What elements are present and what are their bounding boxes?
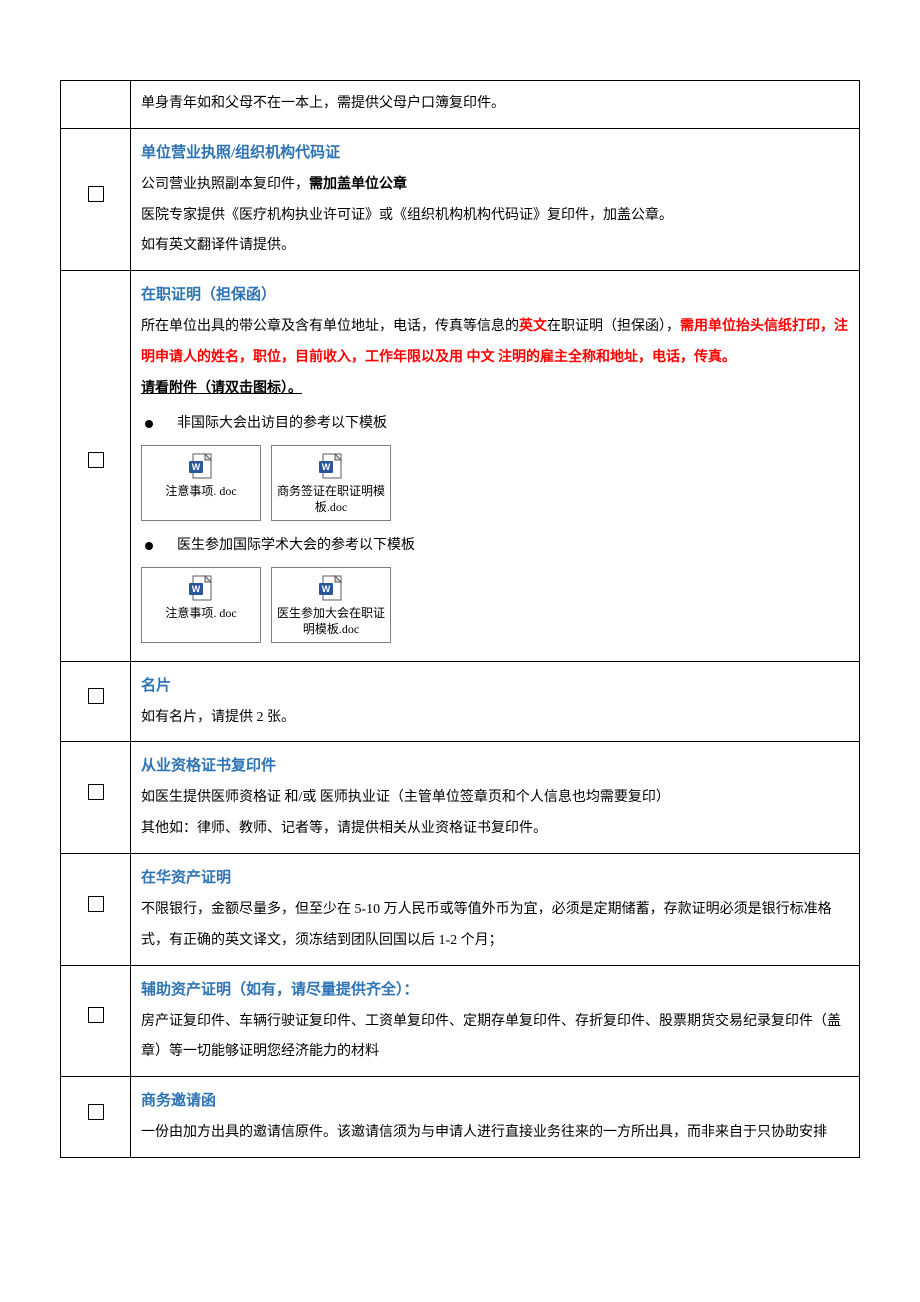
r3-heading: 名片 (141, 670, 849, 703)
svg-text:W: W (192, 462, 201, 472)
content-cell-r7: 商务邀请函 一份由加方出具的邀请信原件。该邀请信须为与申请人进行直接业务往来的一… (131, 1077, 860, 1158)
doc-label: 医生参加大会在职证明模板.doc (276, 606, 386, 637)
bullet-icon (145, 420, 153, 428)
word-doc-icon: W (317, 574, 345, 602)
content-cell-r1: 单位营业执照/组织机构代码证 公司营业执照副本复印件，需加盖单位公章 医院专家提… (131, 128, 860, 270)
doc-attachment[interactable]: W 医生参加大会在职证明模板.doc (271, 567, 391, 642)
r7-line1: 一份由加方出具的邀请信原件。该邀请信须为与申请人进行直接业务往来的一方所出具，而… (141, 1118, 849, 1149)
checkbox-icon[interactable] (88, 186, 104, 202)
r1-line1-prefix: 公司营业执照副本复印件， (141, 177, 309, 192)
r1-line2: 医院专家提供《医疗机构执业许可证》或《组织机构机构代码证》复印件，加盖公章。 (141, 201, 849, 232)
check-cell-r6 (61, 965, 131, 1077)
checkbox-icon[interactable] (88, 688, 104, 704)
word-doc-icon: W (187, 452, 215, 480)
r1-heading: 单位营业执照/组织机构代码证 (141, 137, 849, 170)
check-cell-r0 (61, 81, 131, 129)
r6-line1: 房产证复印件、车辆行驶证复印件、工资单复印件、定期存单复印件、存折复印件、股票期… (141, 1007, 849, 1069)
doc-attachment[interactable]: W 商务签证在职证明模板.doc (271, 445, 391, 520)
bullet-icon (145, 542, 153, 550)
r6-heading: 辅助资产证明（如有，请尽量提供齐全）： (141, 974, 849, 1007)
checklist-table: 单身青年如和父母不在一本上，需提供父母户口簿复印件。 单位营业执照/组织机构代码… (60, 80, 860, 1158)
r4-heading: 从业资格证书复印件 (141, 750, 849, 783)
r2-bullet2-text: 医生参加国际学术大会的参考以下模板 (177, 531, 415, 562)
r2-l1-c: 在职证明（担保函）， (547, 319, 680, 334)
svg-text:W: W (322, 584, 331, 594)
content-cell-r4: 从业资格证书复印件 如医生提供医师资格证 和/或 医师执业证（主管单位签章页和个… (131, 742, 860, 854)
r2-bullet1-text: 非国际大会出访目的参考以下模板 (177, 409, 387, 440)
doc-attachment[interactable]: W 注意事项. doc (141, 445, 261, 520)
r3-line1: 如有名片，请提供 2 张。 (141, 703, 849, 734)
check-cell-r7 (61, 1077, 131, 1158)
r2-line2: 请看附件（请双击图标）。 (141, 374, 849, 405)
r2-bullet2-row: 医生参加国际学术大会的参考以下模板 (141, 531, 849, 562)
r2-docrow2: W 注意事项. doc W 医生参加大会在职证明模板.doc (141, 567, 849, 642)
doc-attachment[interactable]: W 注意事项. doc (141, 567, 261, 642)
checkbox-icon[interactable] (88, 452, 104, 468)
check-cell-r5 (61, 853, 131, 965)
checkbox-icon[interactable] (88, 1104, 104, 1120)
checkbox-icon[interactable] (88, 784, 104, 800)
content-cell-r2: 在职证明（担保函） 所在单位出具的带公章及含有单位地址，电话，传真等信息的英文在… (131, 271, 860, 661)
r0-text: 单身青年如和父母不在一本上，需提供父母户口簿复印件。 (141, 89, 849, 120)
check-cell-r2 (61, 271, 131, 661)
r4-line1: 如医生提供医师资格证 和/或 医师执业证（主管单位签章页和个人信息也均需要复印） (141, 783, 849, 814)
r7-heading: 商务邀请函 (141, 1085, 849, 1118)
doc-label: 注意事项. doc (165, 606, 236, 622)
r2-heading: 在职证明（担保函） (141, 279, 849, 312)
svg-text:W: W (192, 584, 201, 594)
content-cell-r5: 在华资产证明 不限银行，金额尽量多，但至少在 5-10 万人民币或等值外币为宜，… (131, 853, 860, 965)
word-doc-icon: W (317, 452, 345, 480)
r5-heading: 在华资产证明 (141, 862, 849, 895)
doc-label: 注意事项. doc (165, 484, 236, 500)
r5-line1: 不限银行，金额尽量多，但至少在 5-10 万人民币或等值外币为宜，必须是定期储蓄… (141, 895, 849, 957)
r1-line1: 公司营业执照副本复印件，需加盖单位公章 (141, 170, 849, 201)
r4-line2: 其他如：律师、教师、记者等，请提供相关从业资格证书复印件。 (141, 814, 849, 845)
content-cell-r3: 名片 如有名片，请提供 2 张。 (131, 661, 860, 742)
r1-line3: 如有英文翻译件请提供。 (141, 231, 849, 262)
checkbox-icon[interactable] (88, 1007, 104, 1023)
content-cell-r6: 辅助资产证明（如有，请尽量提供齐全）： 房产证复印件、车辆行驶证复印件、工资单复… (131, 965, 860, 1077)
r1-line1-bold: 需加盖单位公章 (309, 177, 407, 192)
svg-text:W: W (322, 462, 331, 472)
check-cell-r4 (61, 742, 131, 854)
r2-bullet1-row: 非国际大会出访目的参考以下模板 (141, 409, 849, 440)
content-cell-r0: 单身青年如和父母不在一本上，需提供父母户口簿复印件。 (131, 81, 860, 129)
checkbox-icon[interactable] (88, 896, 104, 912)
check-cell-r3 (61, 661, 131, 742)
doc-label: 商务签证在职证明模板.doc (276, 484, 386, 515)
word-doc-icon: W (187, 574, 215, 602)
r2-line1: 所在单位出具的带公章及含有单位地址，电话，传真等信息的英文在职证明（担保函），需… (141, 312, 849, 374)
r2-docrow1: W 注意事项. doc W 商务签证在职证明模板.doc (141, 445, 849, 520)
check-cell-r1 (61, 128, 131, 270)
r2-l1-b: 英文 (519, 319, 547, 334)
r2-l1-a: 所在单位出具的带公章及含有单位地址，电话，传真等信息的 (141, 319, 519, 334)
